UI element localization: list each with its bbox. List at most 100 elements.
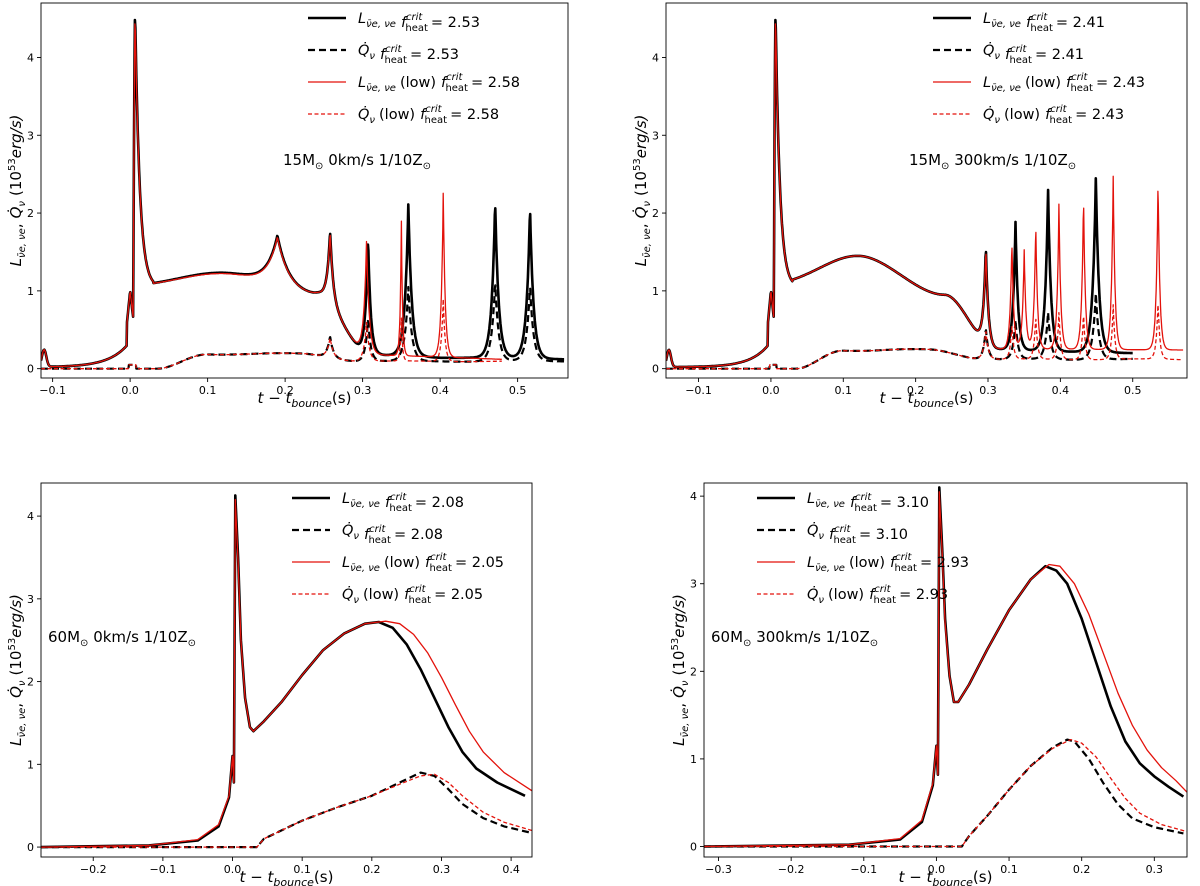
legend-label: Q̇ν (low) fcrit heat = 2.43	[983, 104, 1124, 126]
x-tick-label: −0.3	[705, 863, 732, 876]
x-tick-label: 0.0	[928, 863, 946, 876]
x-tick-label: 0.4	[1052, 384, 1070, 397]
x-tick-label: 0.2	[276, 384, 294, 397]
x-tick-label: 0.1	[1000, 863, 1018, 876]
y-tick-label: 4	[690, 490, 697, 503]
series-line-dashed-red	[41, 773, 532, 848]
series-line-solid-black	[704, 486, 1185, 848]
x-tick-label: 0.1	[293, 863, 311, 876]
x-tick-label: 0.1	[199, 384, 217, 397]
x-tick-label: 0.0	[121, 384, 139, 397]
legend-label: Lν̄e, νe fcrit heat = 2.53	[358, 11, 480, 34]
y-tick-label: 3	[652, 129, 659, 142]
x-tick-label: 0.3	[354, 384, 372, 397]
series-line-solid-black	[41, 18, 565, 368]
x-tick-label: 0.4	[431, 384, 449, 397]
series-line-dashed-red	[666, 304, 1184, 370]
legend-label: Lν̄e, νe (low) fcrit heat = 2.43	[983, 72, 1145, 94]
series-line-dashed-black	[41, 771, 532, 849]
series-group	[41, 18, 565, 370]
x-tick-label: −0.2	[778, 863, 805, 876]
x-tick-label: 0.2	[1073, 863, 1091, 876]
series-line-solid-red	[666, 23, 1184, 368]
y-tick-label: 1	[27, 285, 34, 298]
series-line-solid-red	[41, 23, 502, 368]
y-tick-label: 0	[652, 363, 659, 376]
x-axis-label: t − tbounce(s)	[240, 868, 334, 886]
legend-label: Lν̄e, νe fcrit heat = 3.10	[807, 491, 929, 514]
legend-label: Q̇ν fcrit heat = 2.08	[342, 522, 443, 546]
y-axis-label: Lν̄e, νe,Q̇ν(1053erg/s)	[6, 594, 28, 746]
y-tick-label: 4	[652, 51, 659, 64]
series-group	[704, 486, 1187, 848]
legend: Lν̄e, νe fcrit heat = 2.41 Q̇ν fcrit heat = 2.4…	[933, 11, 1145, 126]
axes-frame	[40, 482, 533, 858]
legend: Lν̄e, νe fcrit heat = 2.53 Q̇ν fcrit heat = 2.5…	[308, 11, 520, 126]
legend-label: Q̇ν fcrit heat = 2.53	[358, 42, 459, 66]
x-tick-label: 0.2	[363, 863, 381, 876]
x-tick-label: 0.2	[907, 384, 925, 397]
x-axis-label: t − tbounce(s)	[880, 389, 974, 410]
y-tick-label: 0	[27, 363, 34, 376]
series-line-solid-red	[41, 498, 532, 848]
legend-label: Q̇ν (low) fcrit heat = 2.58	[358, 104, 499, 126]
x-axis-label: t − tbounce(s)	[258, 389, 352, 410]
x-tick-label: −0.1	[850, 863, 877, 876]
y-tick-label: 0	[690, 840, 697, 853]
legend-label: Lν̄e, νe fcrit heat = 2.08	[342, 491, 464, 514]
legend-label: Q̇ν fcrit heat = 2.41	[983, 42, 1084, 66]
series-line-dashed-red	[704, 738, 1187, 848]
y-tick-label: 1	[652, 285, 659, 298]
panel-15m-300kms: −0.1 0.0 0.1 0.2 0.3 0.4 0.5 0 1 2 3 4 t − tbounce(s…	[631, 2, 1188, 410]
legend-label: Lν̄e, νe (low) fcrit heat = 2.93	[807, 552, 969, 574]
x-axis-label: t − tbounce(s)	[899, 868, 993, 886]
legend-label: Q̇ν (low) fcrit heat = 2.93	[807, 584, 948, 606]
axes-frame	[40, 2, 569, 379]
y-tick-label: 2	[27, 676, 34, 689]
y-tick-label: 0	[27, 841, 34, 854]
x-tick-label: 0.5	[509, 384, 527, 397]
x-tick-label: 0.3	[433, 863, 451, 876]
series-line-solid-red	[704, 491, 1187, 848]
series-line-solid-black	[666, 18, 1134, 369]
legend-label: Q̇ν (low) fcrit heat = 2.05	[342, 584, 483, 606]
y-axis-label: Lν̄e, νe,Q̇ν(1053erg/s)	[631, 115, 653, 267]
y-tick-label: 3	[27, 593, 34, 606]
panel-annotation: 15M⊙ 0km/s 1/10Z⊙	[283, 151, 431, 172]
x-tick-label: 0.5	[1124, 384, 1142, 397]
y-axis-label: Lν̄e, νe,Q̇ν(1053erg/s)	[6, 115, 28, 267]
axes-frame	[665, 2, 1188, 379]
y-tick-label: 2	[27, 207, 34, 220]
x-tick-label: −0.1	[150, 863, 177, 876]
x-tick-label: 0.0	[224, 863, 242, 876]
series-line-dashed-black	[704, 738, 1184, 848]
x-tick-label: 0.4	[502, 863, 520, 876]
panel-annotation: 60M⊙ 0km/s 1/10Z⊙	[48, 628, 196, 649]
x-tick-label: −0.1	[39, 384, 66, 397]
panel-annotation: 15M⊙ 300km/s 1/10Z⊙	[909, 151, 1076, 172]
y-tick-label: 3	[690, 578, 697, 591]
legend: Lν̄e, νe fcrit heat = 3.10 Q̇ν fcrit heat = 3.1…	[757, 491, 969, 606]
y-tick-label: 3	[27, 129, 34, 142]
legend: Lν̄e, νe fcrit heat = 2.08 Q̇ν fcrit heat = 2.0…	[292, 491, 504, 606]
y-tick-label: 1	[690, 753, 697, 766]
series-group	[666, 18, 1184, 370]
y-tick-label: 2	[652, 207, 659, 220]
y-tick-label: 4	[27, 51, 34, 64]
legend-label: Lν̄e, νe (low) fcrit heat = 2.05	[342, 552, 504, 574]
x-tick-label: 0.3	[1146, 863, 1164, 876]
x-tick-label: 0.0	[762, 384, 780, 397]
axes-frame	[703, 482, 1188, 858]
panel-60m-300kms: −0.3 −0.2 −0.1 0.0 0.1 0.2 0.3 0 1 2 3 4 t − tbounce…	[669, 482, 1188, 886]
series-line-dashed-black	[41, 284, 565, 370]
y-tick-label: 1	[27, 758, 34, 771]
series-group	[41, 494, 532, 849]
legend-label: Lν̄e, νe (low) fcrit heat = 2.58	[358, 72, 520, 94]
panel-15m-0kms: −0.1 0.0 0.1 0.2 0.3 0.4 0.5 0 1 2 3 4 t − tbounce(s…	[6, 2, 569, 410]
series-line-solid-black	[41, 494, 526, 849]
panel-60m-0kms: −0.2 −0.1 0.0 0.1 0.2 0.3 0.4 0 1 2 3 4 t − tbounce(…	[6, 482, 533, 886]
legend-label: Lν̄e, νe fcrit heat = 2.41	[983, 11, 1105, 34]
legend-label: Q̇ν fcrit heat = 3.10	[807, 522, 908, 546]
panel-annotation: 60M⊙ 300km/s 1/10Z⊙	[711, 628, 878, 649]
